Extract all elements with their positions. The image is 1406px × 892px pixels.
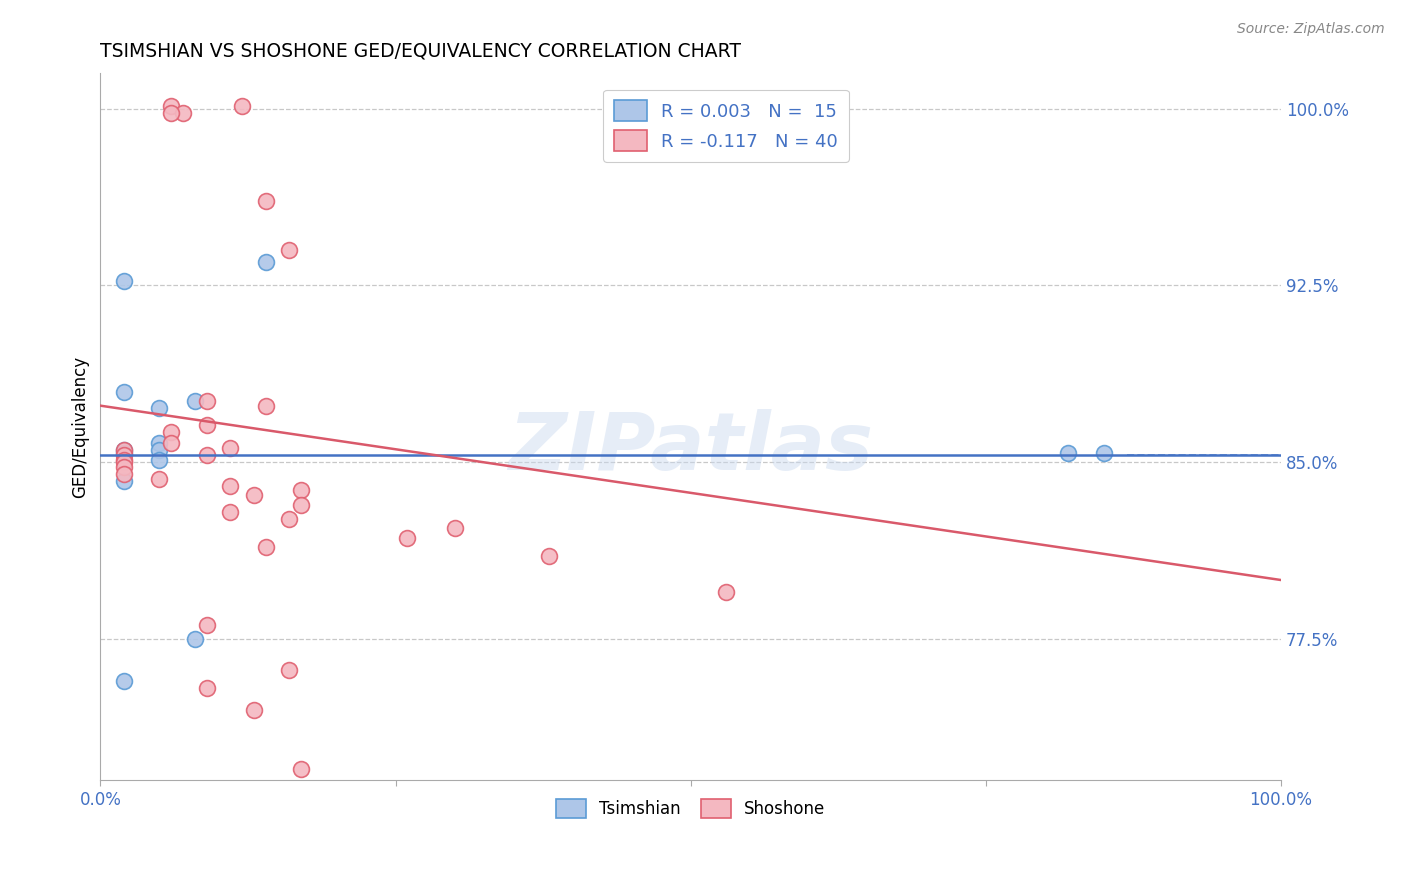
Point xyxy=(148,436,170,450)
Point xyxy=(148,472,170,486)
Point xyxy=(254,540,277,554)
Point xyxy=(112,467,135,481)
Point xyxy=(148,443,170,458)
Point xyxy=(714,584,737,599)
Point xyxy=(254,399,277,413)
Point xyxy=(148,453,170,467)
Point xyxy=(195,448,218,462)
Point xyxy=(231,99,253,113)
Point xyxy=(219,505,242,519)
Point xyxy=(443,521,465,535)
Text: ZIPatlas: ZIPatlas xyxy=(508,409,873,487)
Point xyxy=(243,825,266,839)
Point xyxy=(219,441,242,455)
Point xyxy=(195,681,218,696)
Point xyxy=(160,99,183,113)
Legend: Tsimshian, Shoshone: Tsimshian, Shoshone xyxy=(550,792,832,825)
Point xyxy=(195,417,218,432)
Point xyxy=(1057,446,1080,460)
Point xyxy=(1092,446,1115,460)
Point xyxy=(184,632,207,646)
Point xyxy=(243,703,266,717)
Point xyxy=(537,549,560,564)
Text: TSIMSHIAN VS SHOSHONE GED/EQUIVALENCY CORRELATION CHART: TSIMSHIAN VS SHOSHONE GED/EQUIVALENCY CO… xyxy=(100,42,741,61)
Point xyxy=(148,401,170,415)
Point xyxy=(195,393,218,408)
Point xyxy=(290,483,312,498)
Point xyxy=(278,243,301,257)
Point xyxy=(160,425,183,439)
Point xyxy=(160,106,183,120)
Point xyxy=(184,393,207,408)
Point xyxy=(219,479,242,493)
Point xyxy=(112,459,135,474)
Point xyxy=(254,255,277,269)
Point xyxy=(112,455,135,469)
Point xyxy=(160,436,183,450)
Point xyxy=(290,498,312,512)
Point xyxy=(254,194,277,208)
Point xyxy=(290,762,312,776)
Point xyxy=(112,443,135,458)
Point xyxy=(349,795,371,809)
Point xyxy=(195,617,218,632)
Point xyxy=(112,443,135,458)
Point xyxy=(112,384,135,399)
Point xyxy=(112,474,135,488)
Point xyxy=(112,446,135,460)
Point xyxy=(195,874,218,888)
Point xyxy=(112,453,135,467)
Point xyxy=(243,488,266,502)
Point xyxy=(112,674,135,689)
Point xyxy=(112,274,135,288)
Point xyxy=(172,106,194,120)
Point xyxy=(112,448,135,462)
Y-axis label: GED/Equivalency: GED/Equivalency xyxy=(72,356,89,498)
Point xyxy=(278,663,301,677)
Point xyxy=(278,512,301,526)
Point xyxy=(396,531,419,545)
Text: Source: ZipAtlas.com: Source: ZipAtlas.com xyxy=(1237,22,1385,37)
